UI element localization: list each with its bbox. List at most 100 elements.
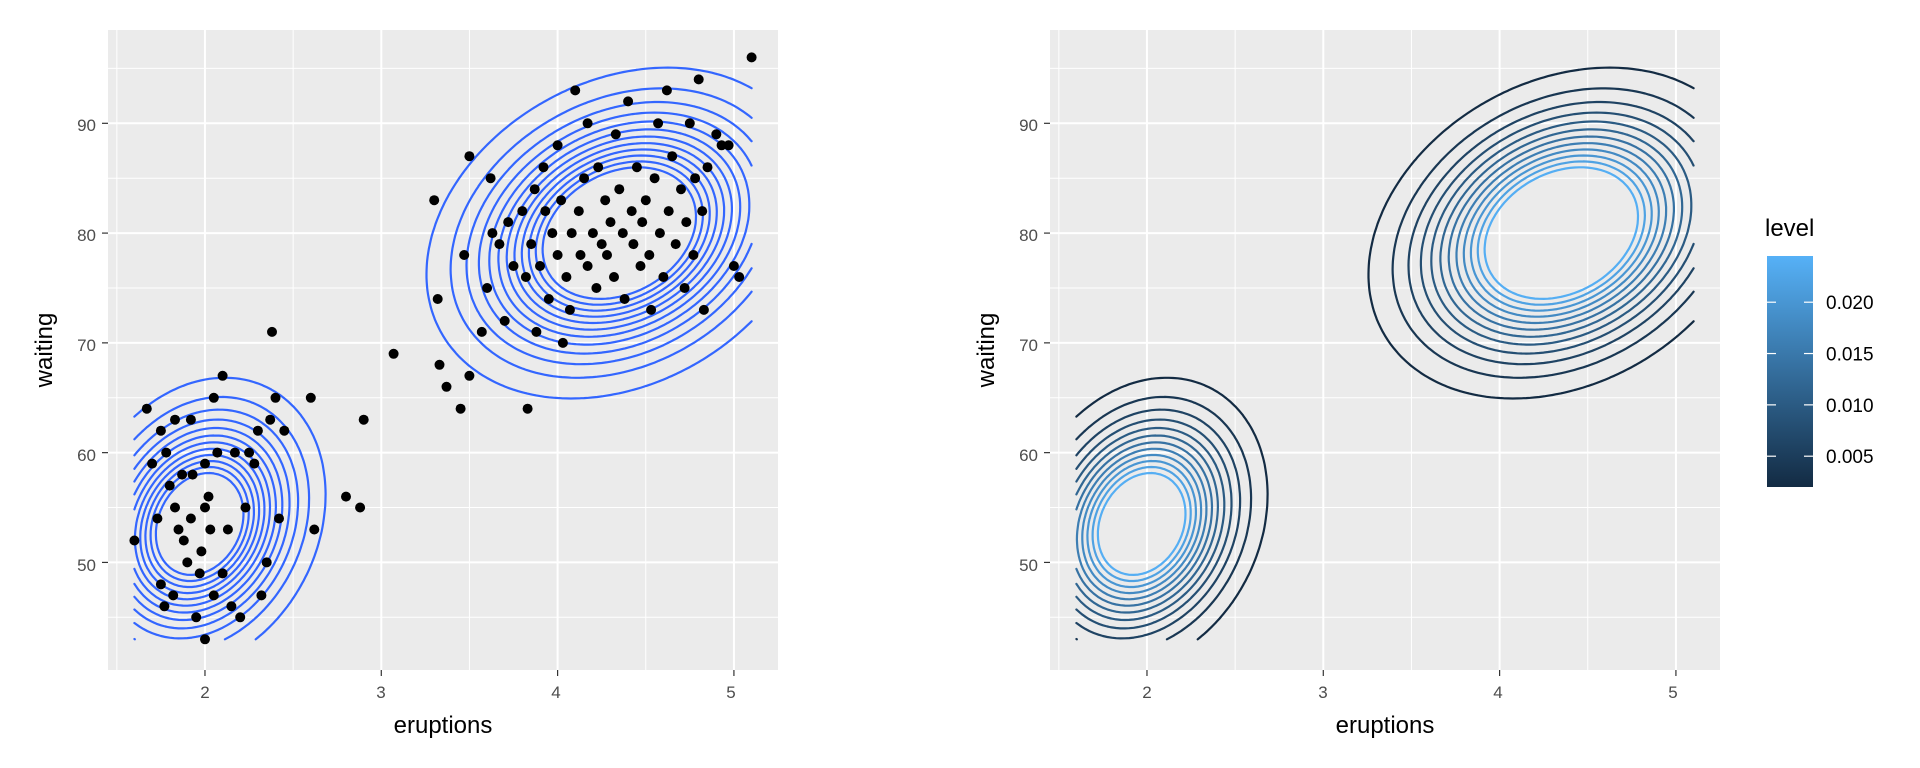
data-point	[305, 392, 316, 403]
data-point	[222, 524, 233, 535]
left-y-axis-title: waiting	[31, 313, 58, 389]
data-point	[152, 513, 163, 524]
level-contour	[1075, 100, 1695, 640]
data-point	[667, 151, 678, 162]
data-point	[711, 129, 722, 140]
legend-label: 0.005	[1826, 447, 1874, 468]
right-contour-lines	[1075, 66, 1695, 641]
data-point	[702, 162, 713, 173]
right-x-tick-label: 4	[1493, 683, 1502, 702]
data-point	[274, 513, 284, 524]
data-point	[746, 52, 757, 63]
data-point	[676, 184, 686, 195]
data-point	[196, 546, 207, 557]
data-point	[688, 250, 699, 260]
right-x-ticks: 2 3 4 5	[1142, 683, 1677, 702]
left-y-ticks: 50 60 70 80 90	[77, 116, 96, 575]
data-point	[517, 206, 528, 217]
right-x-tick-label: 5	[1668, 683, 1677, 702]
left-y-tick-label: 90	[77, 116, 96, 135]
data-point	[177, 469, 188, 480]
data-point	[526, 239, 537, 250]
data-point	[649, 173, 660, 184]
right-y-tick-label: 90	[1019, 116, 1038, 135]
level-contour	[1075, 111, 1695, 630]
data-point	[658, 272, 669, 282]
density-contour	[139, 148, 718, 595]
data-point	[441, 381, 452, 392]
data-point	[609, 272, 619, 282]
data-point	[429, 195, 440, 206]
data-point	[529, 184, 540, 195]
data-point	[182, 557, 193, 568]
legend-label: 0.010	[1826, 396, 1874, 417]
data-point	[212, 447, 223, 458]
data-point	[582, 261, 593, 271]
data-point	[358, 414, 369, 425]
level-contour	[1075, 66, 1695, 641]
data-point	[644, 250, 655, 260]
data-point	[200, 502, 210, 513]
data-point	[161, 447, 172, 458]
data-point	[626, 206, 637, 217]
data-point	[556, 195, 567, 206]
legend-colorbar	[1767, 256, 1813, 487]
data-point	[614, 184, 625, 195]
left-y-tick-label: 60	[77, 446, 96, 465]
data-point	[690, 173, 701, 184]
data-point	[341, 491, 351, 502]
data-point	[155, 579, 166, 590]
data-point	[679, 283, 690, 293]
data-point	[693, 74, 704, 85]
density-contour	[144, 154, 711, 589]
data-point	[244, 447, 255, 458]
data-point	[566, 228, 577, 239]
data-point	[610, 129, 621, 140]
data-point	[355, 502, 366, 513]
data-point	[635, 261, 646, 271]
data-point	[476, 326, 487, 337]
data-point	[208, 590, 219, 601]
data-point	[141, 403, 152, 414]
data-point	[670, 239, 681, 250]
legend-label: 0.015	[1826, 345, 1874, 366]
data-point	[663, 206, 674, 217]
data-point	[191, 612, 202, 623]
level-contour	[1096, 166, 1640, 576]
left-panel-background	[108, 30, 778, 670]
data-point	[494, 239, 505, 250]
right-x-tick-label: 2	[1142, 683, 1151, 702]
data-point	[170, 414, 180, 425]
data-point	[697, 206, 708, 217]
data-point	[582, 118, 593, 129]
data-point	[485, 173, 496, 184]
data-point	[557, 337, 568, 348]
right-y-tick-label: 70	[1019, 336, 1038, 355]
data-point	[591, 283, 602, 293]
data-point	[178, 535, 189, 546]
data-point	[240, 502, 251, 513]
level-contour	[1081, 148, 1660, 595]
data-point	[270, 392, 281, 403]
data-point	[168, 590, 179, 601]
data-point	[455, 403, 466, 414]
right-chart: 2 3 4 5 50 60 70 80 90 eruptions waiting…	[973, 30, 1874, 739]
data-point	[617, 228, 628, 239]
data-point	[267, 326, 277, 337]
left-x-ticks: 2 3 4 5	[200, 683, 735, 702]
right-y-tick-label: 60	[1019, 446, 1038, 465]
right-x-tick-label: 3	[1318, 683, 1327, 702]
data-point	[487, 228, 498, 239]
data-point	[499, 315, 510, 326]
data-point	[602, 250, 612, 260]
data-point	[646, 304, 657, 315]
data-point	[564, 304, 575, 315]
data-point	[459, 250, 470, 260]
data-point	[194, 568, 205, 579]
data-point	[579, 173, 590, 184]
data-point	[208, 392, 219, 403]
level-contour	[1075, 135, 1675, 607]
left-x-axis-title: eruptions	[394, 712, 493, 739]
data-point	[531, 326, 542, 337]
data-point	[619, 294, 630, 304]
